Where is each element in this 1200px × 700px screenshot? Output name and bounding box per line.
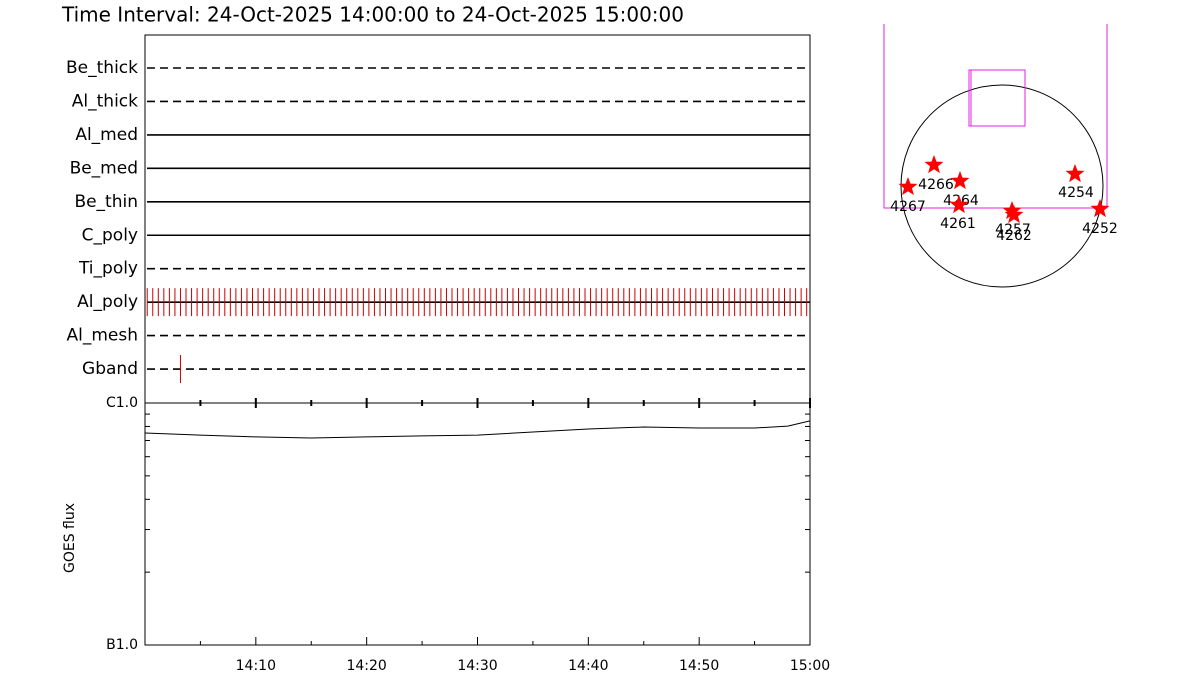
region-label: 4257 <box>995 222 1031 238</box>
x-tick-label: 14:40 <box>568 658 608 674</box>
row-label: C_poly <box>82 225 138 245</box>
chart-title: Time Interval: 24-Oct-2025 14:00:00 to 2… <box>61 3 684 27</box>
region-star <box>950 171 970 190</box>
row-label: Al_med <box>75 125 138 145</box>
region-label: 4267 <box>890 199 926 215</box>
y-tick-label: B1.0 <box>106 637 138 653</box>
row-label: Be_med <box>70 158 138 178</box>
row-label: Ti_poly <box>78 259 138 279</box>
region-star <box>949 195 969 214</box>
fov-small <box>970 69 1026 127</box>
y-tick-label: C1.0 <box>106 395 138 411</box>
x-tick-label: 14:10 <box>236 658 276 674</box>
region-label: 4252 <box>1082 221 1118 237</box>
region-star <box>1065 164 1085 183</box>
row-label: Al_mesh <box>66 326 138 346</box>
timeline-frame <box>144 34 811 404</box>
region-star <box>1090 199 1110 218</box>
x-tick-label: 15:00 <box>790 658 830 674</box>
goes-frame <box>144 402 811 646</box>
region-star <box>1004 205 1024 224</box>
fov-small <box>968 69 1026 127</box>
region-label: 4266 <box>918 177 954 193</box>
region-star <box>1002 201 1022 220</box>
region-label: 4262 <box>996 228 1032 244</box>
region-label: 4261 <box>940 216 976 232</box>
goes-curve <box>144 420 811 439</box>
x-tick-label: 14:50 <box>679 658 719 674</box>
region-star <box>924 155 944 174</box>
fov-large <box>883 24 1108 209</box>
region-star <box>898 177 918 196</box>
solar-disk <box>900 84 1104 288</box>
row-label: Be_thick <box>66 58 138 78</box>
row-label: Gband <box>82 359 138 379</box>
region-label: 4254 <box>1058 185 1094 201</box>
row-label: Be_thin <box>74 192 138 212</box>
x-tick-label: 14:30 <box>457 658 497 674</box>
y-axis-label: GOES flux <box>62 503 78 573</box>
x-tick-label: 14:20 <box>346 658 386 674</box>
row-label: Al_thick <box>72 91 138 111</box>
row-label: Al_poly <box>77 292 138 312</box>
